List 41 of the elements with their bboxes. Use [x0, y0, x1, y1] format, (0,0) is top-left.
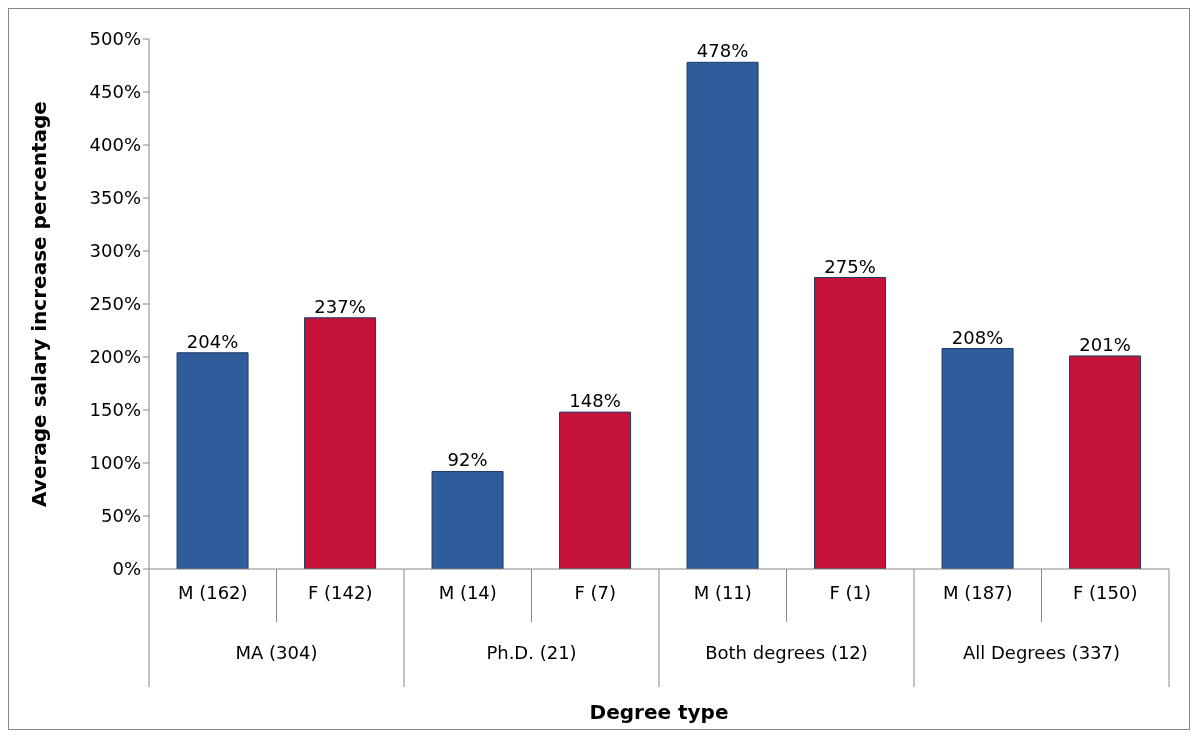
y-tick-label: 100% — [89, 452, 141, 474]
bar — [304, 317, 377, 569]
text: All Degrees (337) — [962, 642, 1121, 663]
bar — [559, 411, 632, 569]
x-tick-label: M (11) — [693, 582, 752, 603]
bar — [814, 277, 887, 569]
y-axis-title: Average salary increase percentage — [27, 101, 52, 507]
data-label: 208% — [951, 326, 1004, 348]
x-tick-label: M (162) — [177, 582, 248, 603]
data-label: 148% — [569, 390, 621, 412]
text: Both degrees (12) — [705, 642, 868, 663]
bar — [431, 470, 504, 569]
bar — [1069, 355, 1142, 569]
x-tick-label: M (14) — [438, 582, 497, 603]
y-tick-label: 0% — [112, 558, 141, 580]
data-label: 201% — [1079, 333, 1131, 355]
y-tick-label: 250% — [89, 293, 141, 315]
data-label: 275% — [824, 255, 876, 277]
data-label: 204% — [186, 330, 239, 352]
x-tick-label: F (1) — [829, 582, 872, 603]
y-tick-label: 200% — [89, 346, 141, 368]
data-label: 237% — [314, 295, 366, 317]
y-tick-label: 50% — [100, 505, 141, 527]
x-tick-label: F (150) — [1073, 582, 1138, 603]
x-tick-label: F (7) — [574, 582, 617, 603]
text: MA (304) — [235, 642, 318, 663]
y-tick-label: 500% — [89, 28, 141, 50]
y-tick-label: 450% — [89, 81, 141, 103]
data-label: 92% — [447, 449, 488, 471]
y-tick-label: 350% — [89, 187, 141, 209]
y-tick-label: 400% — [89, 134, 141, 156]
bar — [176, 352, 249, 569]
bar — [941, 348, 1014, 569]
x-tick-label: M (187) — [942, 582, 1013, 603]
bar — [686, 61, 759, 569]
x-tick-label: F (142) — [308, 582, 373, 603]
y-tick-label: 150% — [89, 399, 141, 421]
data-label: 478% — [696, 40, 749, 62]
text: Ph.D. (21) — [486, 642, 577, 663]
y-tick-label: 300% — [89, 240, 141, 262]
x-axis-title: Degree type — [589, 700, 729, 724]
